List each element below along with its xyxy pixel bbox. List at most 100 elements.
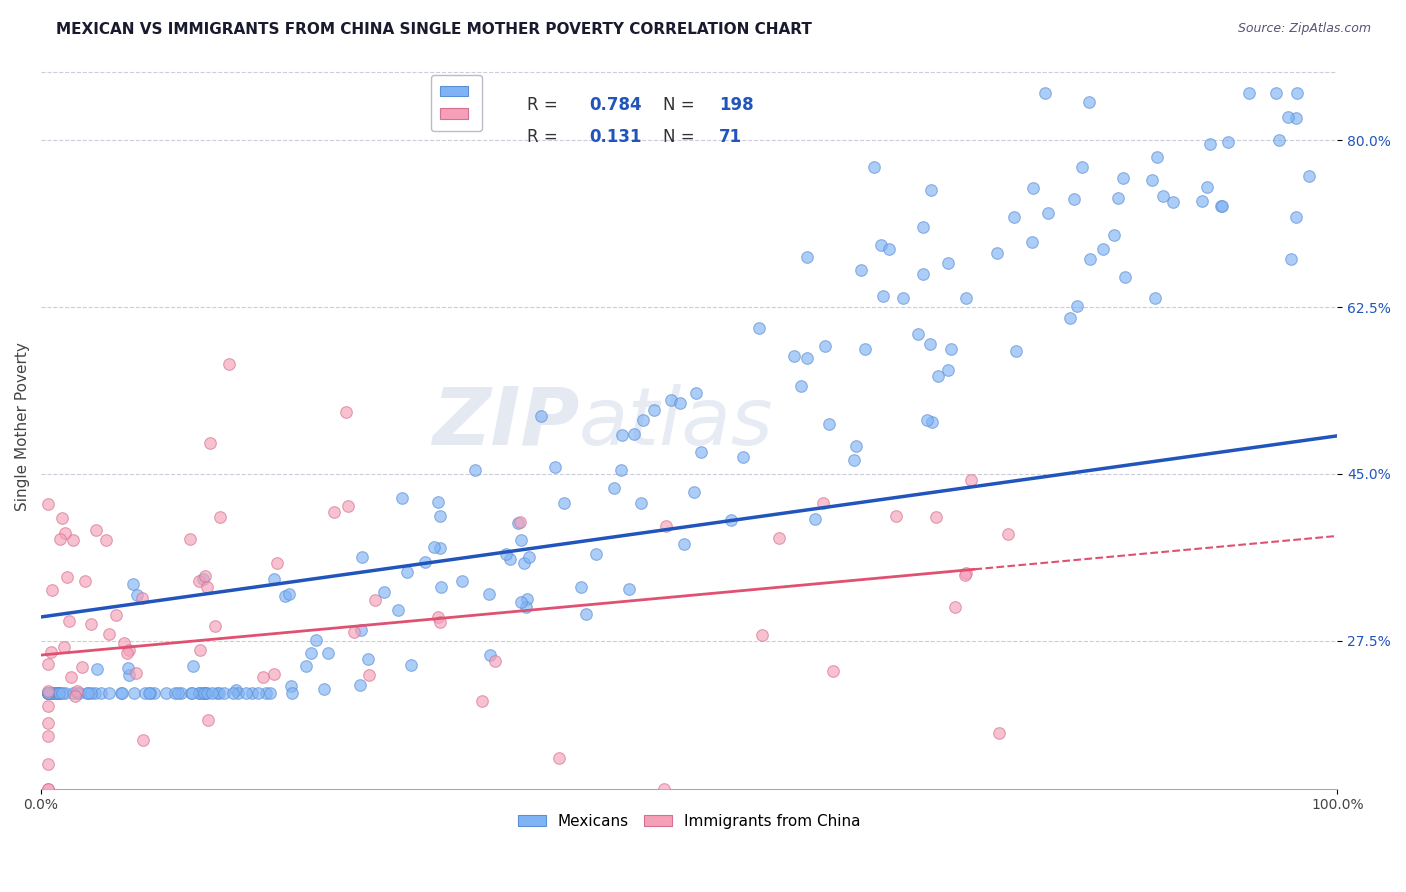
Point — [915, 413, 938, 427]
Point — [181, 686, 204, 700]
Point — [1277, 111, 1299, 125]
Point — [668, 396, 690, 410]
Point — [1143, 291, 1166, 305]
Point — [194, 686, 217, 700]
Point — [350, 549, 373, 564]
Point — [813, 339, 835, 353]
Point — [853, 342, 876, 356]
Point — [768, 531, 790, 545]
Point — [811, 495, 834, 509]
Point — [66, 683, 89, 698]
Text: N =: N = — [664, 96, 695, 114]
Point — [80, 686, 103, 700]
Point — [51, 686, 73, 700]
Text: 0.131: 0.131 — [589, 128, 643, 146]
Point — [122, 686, 145, 700]
Point — [84, 686, 107, 700]
Point — [936, 256, 959, 270]
Point — [396, 565, 419, 579]
Point — [37, 686, 59, 700]
Point — [155, 686, 177, 700]
Point — [274, 590, 297, 604]
Point — [1191, 194, 1213, 208]
Point — [672, 537, 695, 551]
Point — [1218, 135, 1240, 149]
Point — [655, 519, 678, 533]
Point — [39, 686, 62, 700]
Point — [387, 603, 409, 617]
Point — [823, 664, 845, 678]
Point — [197, 580, 219, 594]
Point — [305, 633, 328, 648]
Point — [52, 640, 75, 654]
Point — [188, 686, 211, 700]
Point — [125, 588, 148, 602]
Point — [349, 623, 371, 637]
Point — [132, 733, 155, 747]
Point — [891, 291, 914, 305]
Point — [399, 657, 422, 672]
Point — [48, 686, 70, 700]
Point — [619, 582, 641, 596]
Point — [80, 617, 103, 632]
Point — [63, 689, 86, 703]
Point — [37, 699, 59, 714]
Point — [751, 628, 773, 642]
Point — [659, 393, 682, 408]
Point — [134, 686, 156, 700]
Point — [58, 614, 80, 628]
Point — [1265, 86, 1288, 100]
Text: 198: 198 — [718, 96, 754, 114]
Point — [181, 659, 204, 673]
Point — [1114, 270, 1136, 285]
Point — [225, 683, 247, 698]
Point — [936, 363, 959, 377]
Point — [630, 496, 652, 510]
Point — [194, 569, 217, 583]
Point — [190, 686, 212, 700]
Point — [610, 428, 633, 442]
Point — [363, 593, 385, 607]
Point — [1146, 150, 1168, 164]
Point — [37, 757, 59, 772]
Point — [1285, 210, 1308, 224]
Point — [1078, 252, 1101, 266]
Point — [426, 610, 449, 624]
Point — [609, 463, 631, 477]
Point — [37, 781, 59, 796]
Point — [960, 473, 983, 487]
Point — [1033, 86, 1056, 100]
Point — [955, 291, 977, 305]
Point — [997, 527, 1019, 541]
Point — [62, 686, 84, 700]
Point — [122, 577, 145, 591]
Point — [67, 686, 90, 700]
Point — [97, 686, 120, 700]
Point — [953, 567, 976, 582]
Point — [547, 750, 569, 764]
Point — [925, 510, 948, 524]
Point — [201, 686, 224, 700]
Point — [343, 625, 366, 640]
Point — [37, 729, 59, 743]
Point — [509, 515, 531, 529]
Point — [484, 654, 506, 668]
Point — [197, 713, 219, 727]
Point — [252, 670, 274, 684]
Point — [111, 686, 134, 700]
Point — [208, 686, 231, 700]
Point — [845, 439, 868, 453]
Point — [98, 627, 121, 641]
Point — [37, 686, 59, 700]
Point — [575, 607, 598, 621]
Point — [254, 686, 277, 700]
Point — [41, 686, 63, 700]
Point — [221, 686, 243, 700]
Point — [1066, 299, 1088, 313]
Point — [1195, 179, 1218, 194]
Point — [921, 415, 943, 429]
Point — [429, 541, 451, 555]
Point — [1279, 252, 1302, 266]
Point — [263, 667, 285, 681]
Point — [478, 587, 501, 601]
